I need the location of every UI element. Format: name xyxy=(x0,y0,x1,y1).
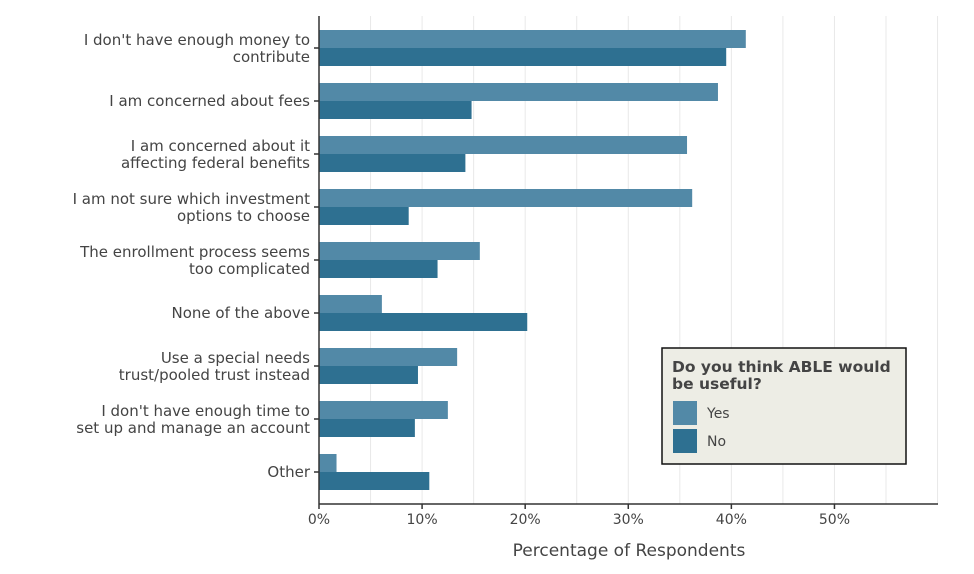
category-label-line: I don't have enough money to xyxy=(84,31,310,49)
bar-yes xyxy=(319,136,688,154)
legend-label-yes: Yes xyxy=(706,406,730,422)
legend-title-line-1: Do you think ABLE would xyxy=(672,358,891,376)
bar-no xyxy=(319,260,438,278)
category-label: I am concerned about it affecting federal… xyxy=(121,137,310,172)
bar-no xyxy=(319,207,409,225)
legend-swatch-yes xyxy=(673,401,697,425)
category-labels: I don't have enough money to contributeI … xyxy=(73,31,319,481)
category-label-line: too complicated xyxy=(189,260,310,278)
category-label-line: affecting federal benefits xyxy=(121,154,310,172)
category-label: None of the above xyxy=(171,304,310,322)
category-label-line: I am concerned about fees xyxy=(109,92,310,110)
bar-no xyxy=(319,419,415,437)
category-label-line: None of the above xyxy=(171,304,310,322)
category-label: I am concerned about fees xyxy=(109,92,310,110)
category-label: Use a special needs trust/pooled trust in… xyxy=(119,349,310,384)
bar-no xyxy=(319,366,418,384)
x-axis-title: Percentage of Respondents xyxy=(513,541,746,561)
x-tick-label: 10% xyxy=(407,512,438,528)
category-label-line: I am not sure which investment xyxy=(73,190,311,208)
category-label-line: trust/pooled trust instead xyxy=(119,366,310,384)
category-label-line: I don't have enough time to xyxy=(101,402,310,420)
legend-title-line-2: be useful? xyxy=(672,375,762,393)
x-tick-labels: 0% 10% 20% 30% 40% 50% xyxy=(308,504,850,528)
bar-yes xyxy=(319,454,337,472)
bars-group xyxy=(319,30,746,490)
category-label-line: set up and manage an account xyxy=(76,419,310,437)
bar-no xyxy=(319,313,528,331)
bar-yes xyxy=(319,189,693,207)
bar-yes xyxy=(319,30,746,48)
category-label: I don't have enough money to contribute xyxy=(84,31,310,66)
x-tick-label: 40% xyxy=(716,512,747,528)
category-label-line: The enrollment process seems xyxy=(79,243,310,261)
category-label: I don't have enough time to set up and ma… xyxy=(76,402,310,437)
x-tick-label: 50% xyxy=(819,512,850,528)
category-label-line: Use a special needs xyxy=(161,349,310,367)
bar-yes xyxy=(319,242,480,260)
bar-no xyxy=(319,48,727,66)
bar-yes xyxy=(319,295,382,313)
x-tick-label: 30% xyxy=(613,512,644,528)
x-tick-label: 0% xyxy=(308,512,330,528)
category-label-line: options to choose xyxy=(177,207,310,225)
bar-no xyxy=(319,101,472,119)
category-label-line: I am concerned about it xyxy=(131,137,310,155)
category-label: Other xyxy=(267,463,310,481)
category-label-line: contribute xyxy=(233,48,310,66)
bar-no xyxy=(319,154,466,172)
legend-box xyxy=(661,347,907,465)
legend-title: Do you think ABLE would be useful? xyxy=(672,358,896,393)
category-label: I am not sure which investment options to… xyxy=(73,190,311,225)
legend: Do you think ABLE would be useful? Yes N… xyxy=(661,347,907,465)
x-tick-label: 20% xyxy=(510,512,541,528)
category-label-line: Other xyxy=(267,463,310,481)
category-label: The enrollment process seems too complica… xyxy=(79,243,310,278)
bar-yes xyxy=(319,348,458,366)
bar-yes xyxy=(319,401,448,419)
bar-no xyxy=(319,472,430,490)
legend-label-no: No xyxy=(707,434,726,450)
legend-swatch-no xyxy=(673,429,697,453)
bar-yes xyxy=(319,83,718,101)
